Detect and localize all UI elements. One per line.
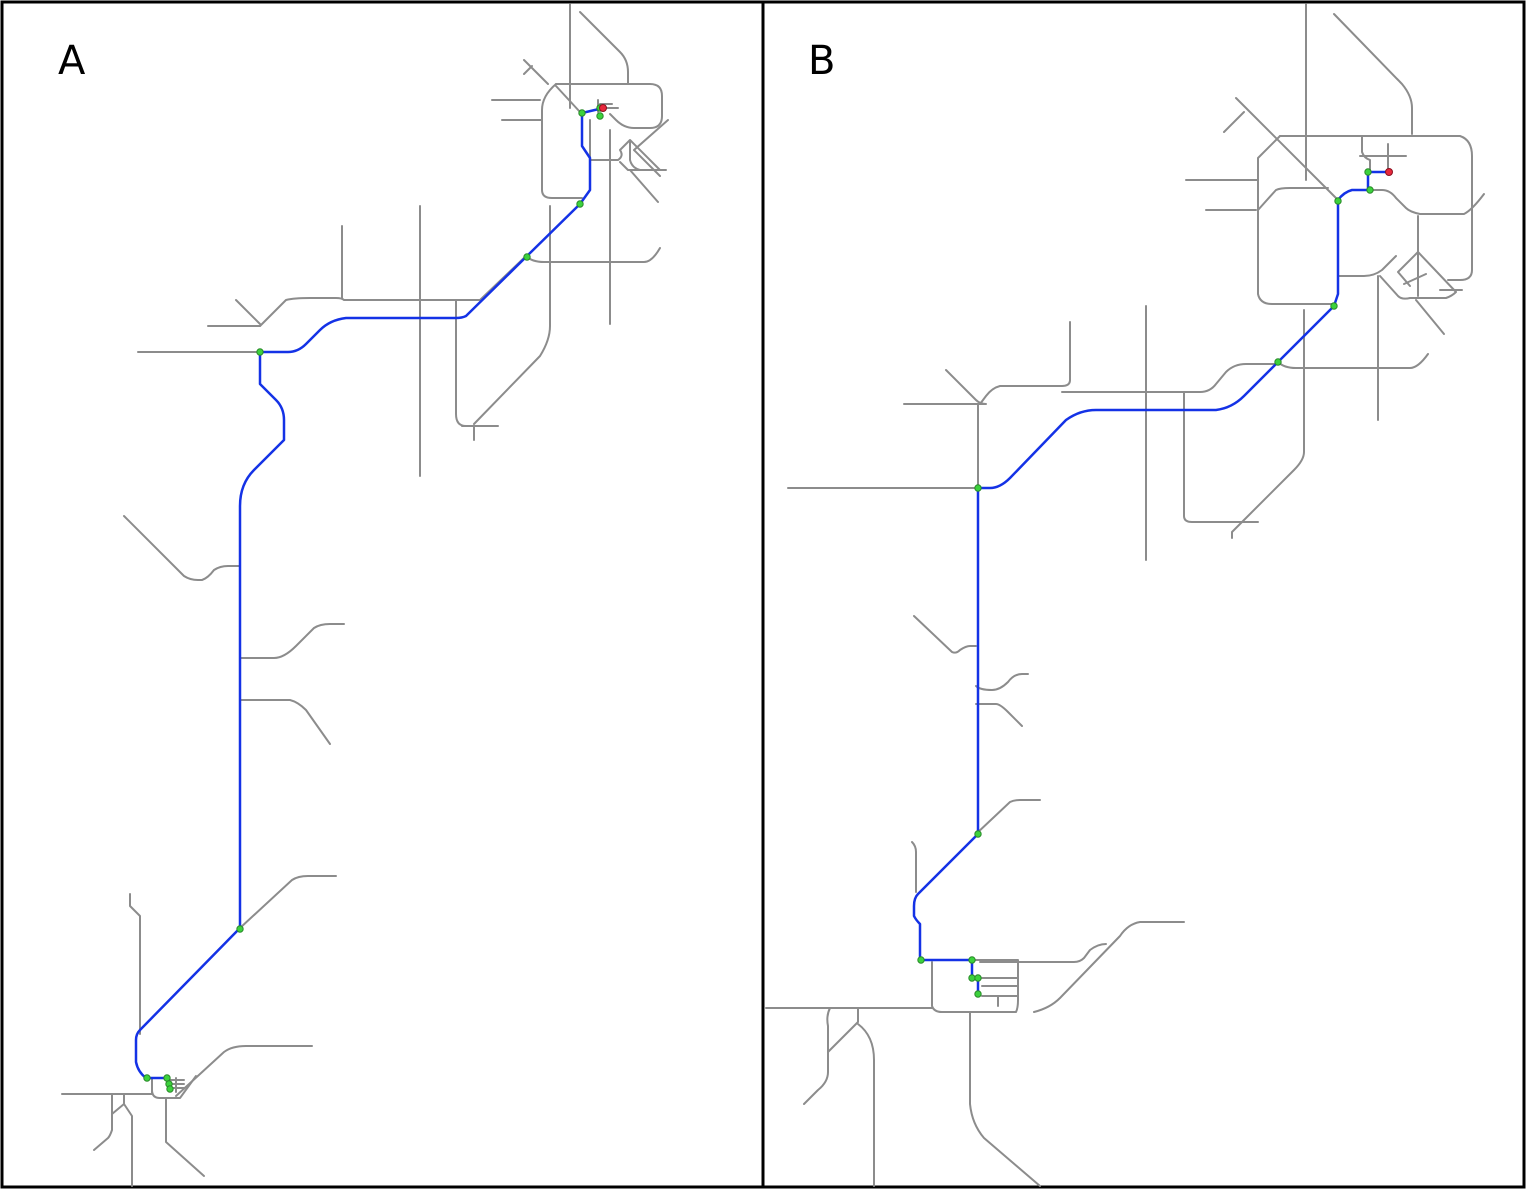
waypoint-marker xyxy=(596,112,604,120)
panel-b-label: B xyxy=(808,38,835,84)
waypoint-marker xyxy=(974,484,982,492)
waypoint-marker xyxy=(917,956,925,964)
panel-a: A xyxy=(0,0,765,1189)
waypoint-marker xyxy=(1364,168,1372,176)
waypoint-marker xyxy=(236,925,244,933)
waypoint-marker xyxy=(1366,186,1374,194)
destination-marker xyxy=(599,104,607,112)
panel-b-frame xyxy=(761,0,1526,1189)
waypoint-marker xyxy=(1274,358,1282,366)
waypoint-marker xyxy=(974,830,982,838)
waypoint-marker xyxy=(256,348,264,356)
panel-a-frame xyxy=(0,0,765,1189)
waypoint-marker xyxy=(578,109,586,117)
waypoint-marker xyxy=(163,1074,171,1082)
panel-b: B xyxy=(761,0,1526,1189)
panel-a-waypoints xyxy=(143,104,607,1093)
waypoint-marker xyxy=(1330,302,1338,310)
panel-a-road-network xyxy=(61,3,669,1187)
panel-b-waypoints xyxy=(917,168,1393,998)
waypoint-marker xyxy=(968,956,976,964)
waypoint-marker xyxy=(166,1085,174,1093)
panel-a-route xyxy=(134,107,605,1088)
waypoint-marker xyxy=(1334,197,1342,205)
panel-b-road-network xyxy=(765,3,1485,1187)
panel-b-route xyxy=(912,170,1390,996)
destination-marker xyxy=(1385,168,1393,176)
waypoint-marker xyxy=(576,200,584,208)
waypoint-marker xyxy=(523,253,531,261)
waypoint-marker xyxy=(968,974,976,982)
waypoint-marker xyxy=(974,990,982,998)
waypoint-marker xyxy=(143,1074,151,1082)
waypoint-marker xyxy=(974,974,982,982)
panel-a-label: A xyxy=(58,38,86,84)
